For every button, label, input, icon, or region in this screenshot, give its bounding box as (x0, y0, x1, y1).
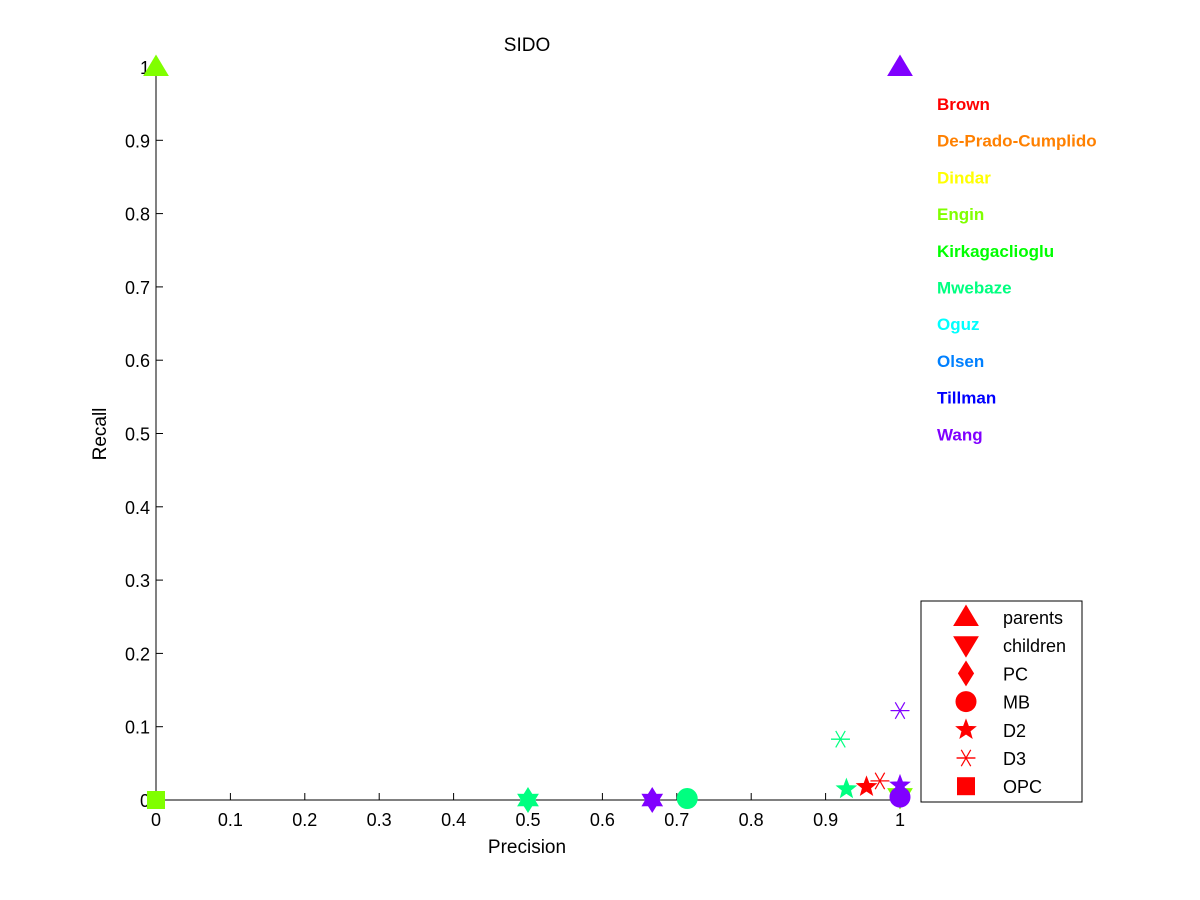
y-tick-label: 0.1 (125, 718, 150, 738)
x-tick-label: 0 (151, 810, 161, 830)
marker-legend-symbol (957, 660, 975, 687)
data-points (143, 54, 913, 813)
y-tick-label: 0.2 (125, 644, 150, 664)
marker-legend-symbol (953, 636, 979, 658)
y-tick-label: 0.3 (125, 571, 150, 591)
x-tick-label: 0.1 (218, 810, 243, 830)
data-point-star5 (835, 777, 858, 799)
y-tick-label: 0.8 (125, 205, 150, 225)
y-tick-label: 0 (140, 791, 150, 811)
marker-legend-label: PC (1003, 664, 1028, 684)
y-axis-label: Recall (90, 408, 111, 461)
marker-legend-symbol (957, 777, 975, 796)
x-tick-label: 0.7 (664, 810, 689, 830)
marker-legend-label: D2 (1003, 721, 1026, 741)
x-tick-label: 0.3 (367, 810, 392, 830)
data-point-square (147, 791, 165, 809)
y-tick-label: 0.5 (125, 425, 150, 445)
x-tick-label: 0.5 (515, 810, 540, 830)
data-point-triangle-up (887, 54, 913, 76)
data-point-circle (889, 786, 911, 808)
marker-legend-label: parents (1003, 608, 1063, 628)
x-axis-label: Precision (488, 837, 566, 858)
marker-legend: parents children PC MB D2 D3 OPC (920, 600, 1083, 803)
x-tick-label: 0.2 (292, 810, 317, 830)
data-point-asterisk (890, 702, 910, 720)
y-tick-label: 0.7 (125, 278, 150, 298)
team-legend-entry: Mwebaze (937, 279, 1012, 298)
team-legend-entry: Brown (937, 95, 990, 114)
y-tick-label: 0.4 (125, 498, 150, 518)
y-tick-label: 0.6 (125, 351, 150, 371)
team-legend: Brown De-Prado-Cumplido Dindar Engin Kirkaga… (937, 95, 1097, 444)
data-point-asterisk (870, 772, 890, 790)
x-tick-label: 0.8 (739, 810, 764, 830)
x-tick-label: 0.9 (813, 810, 838, 830)
y-ticks: 0 0.1 0.2 0.3 0.4 0.5 0.6 0.7 0.8 0.9 1 (125, 58, 163, 811)
marker-legend-label: children (1003, 636, 1066, 656)
chart-title: SIDO (504, 35, 550, 56)
x-tick-label: 0.4 (441, 810, 466, 830)
x-tick-label: 1 (895, 810, 905, 830)
data-point-circle (676, 788, 698, 810)
x-tick-label: 0.6 (590, 810, 615, 830)
data-point-triangle-up (143, 54, 169, 76)
marker-legend-symbol (956, 749, 976, 767)
data-point-star6 (641, 787, 664, 813)
marker-legend-label: OPC (1003, 777, 1042, 797)
team-legend-entry: Engin (937, 205, 984, 224)
marker-legend-label: D3 (1003, 749, 1026, 769)
marker-legend-symbol (955, 691, 977, 713)
axes (155, 67, 900, 801)
marker-legend-label: MB (1003, 693, 1030, 713)
data-point-star6 (517, 787, 539, 813)
marker-legend-symbol (955, 718, 977, 740)
data-point-star5 (855, 775, 878, 797)
team-legend-entry: Kirkagaclioglu (937, 242, 1054, 261)
team-legend-entry: Dindar (937, 168, 991, 187)
team-legend-entry: Olsen (937, 352, 984, 371)
x-ticks: 0 0.1 0.2 0.3 0.4 0.5 0.6 0.7 0.8 0.9 1 (151, 793, 905, 830)
marker-legend-box (920, 600, 1083, 803)
team-legend-entry: Oguz (937, 315, 980, 334)
y-tick-label: 1 (140, 58, 150, 78)
team-legend-entry: Tillman (937, 389, 996, 408)
y-tick-label: 0.9 (125, 131, 150, 151)
team-legend-entry: De-Prado-Cumplido (937, 132, 1097, 151)
data-point-asterisk (830, 730, 850, 748)
marker-legend-symbol (953, 604, 979, 626)
team-legend-entry: Wang (937, 425, 983, 444)
